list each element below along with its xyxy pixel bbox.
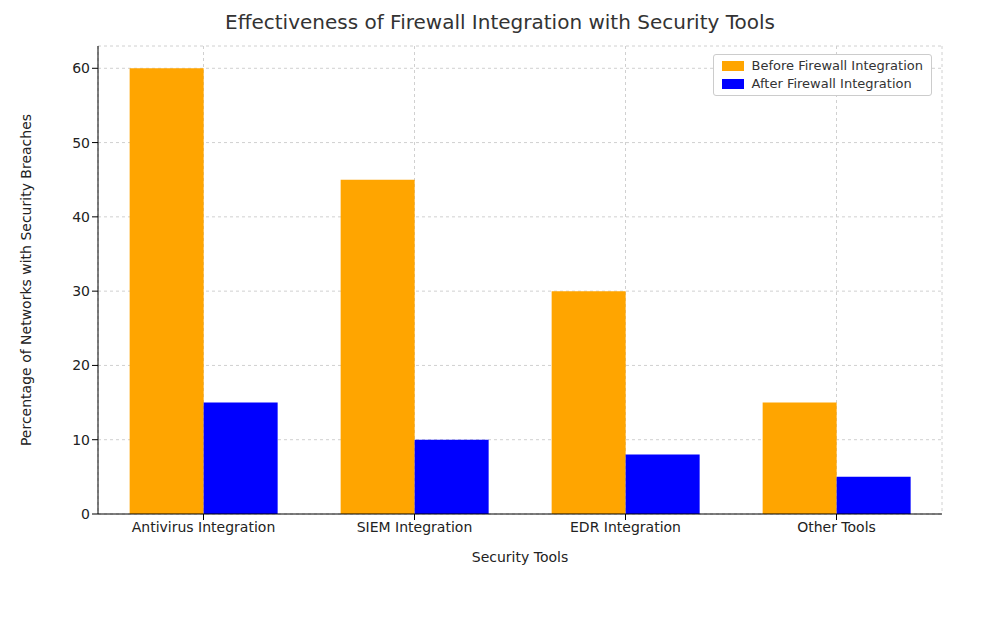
html-text:Before Firewall Integration: Before Firewall Integration: [751, 58, 923, 73]
svg-text:SIEM Integration: SIEM Integration: [357, 519, 473, 535]
svg-text:Antivirus Integration: Antivirus Integration: [132, 519, 276, 535]
html-text:Effectiveness of Firewall Inte: Effectiveness of Firewall Integration wi…: [225, 10, 775, 34]
svg-text:30: 30: [72, 283, 90, 299]
svg-text:60: 60: [72, 60, 90, 76]
svg-text:EDR Integration: EDR Integration: [570, 519, 681, 535]
svg-text:20: 20: [72, 357, 90, 373]
svg-text:0: 0: [81, 506, 90, 522]
html-text:After Firewall Integration: After Firewall Integration: [751, 76, 912, 91]
svg-text:40: 40: [72, 209, 90, 225]
svg-text:Other Tools: Other Tools: [797, 519, 876, 535]
svg-text:50: 50: [72, 135, 90, 151]
svg-text:Security Tools: Security Tools: [472, 549, 568, 565]
svg-text:Percentage of Networks with Se: Percentage of Networks with Security Bre…: [18, 114, 34, 446]
svg-text:10: 10: [72, 432, 90, 448]
